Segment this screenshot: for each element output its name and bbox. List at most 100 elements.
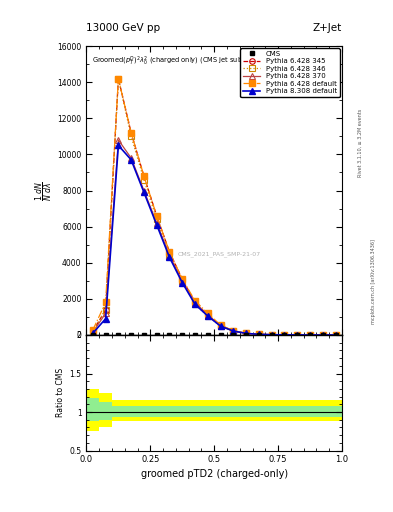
- Pythia 6.428 346: [206, 313, 210, 319]
- CMS: [320, 332, 325, 338]
- Pythia 8.308 default: [295, 332, 299, 338]
- Pythia 6.428 346: [295, 332, 299, 338]
- Pythia 6.428 345: [129, 130, 134, 136]
- CMS: [218, 332, 223, 338]
- Pythia 6.428 default: [231, 328, 236, 334]
- CMS: [180, 332, 185, 338]
- Pythia 6.428 346: [129, 133, 134, 139]
- Pythia 6.428 370: [141, 187, 146, 194]
- Pythia 6.428 346: [167, 252, 172, 259]
- Pythia 6.428 default: [269, 332, 274, 338]
- Pythia 8.308 default: [333, 332, 338, 338]
- Pythia 6.428 default: [90, 327, 95, 333]
- Pythia 8.308 default: [116, 142, 121, 148]
- Pythia 8.308 default: [269, 332, 274, 338]
- Pythia 6.428 370: [206, 312, 210, 318]
- Pythia 6.428 370: [295, 332, 299, 338]
- Pythia 6.428 370: [244, 330, 248, 336]
- Pythia 6.428 370: [180, 278, 185, 284]
- Pythia 6.428 346: [282, 332, 287, 338]
- Pythia 8.308 default: [167, 254, 172, 261]
- Pythia 6.428 default: [218, 322, 223, 328]
- Pythia 6.428 346: [257, 331, 261, 337]
- Pythia 6.428 346: [154, 217, 159, 223]
- Y-axis label: Ratio to CMS: Ratio to CMS: [56, 368, 65, 417]
- Pythia 8.308 default: [282, 332, 287, 338]
- Pythia 6.428 346: [193, 301, 197, 307]
- Pythia 8.308 default: [193, 301, 197, 307]
- Pythia 6.428 370: [320, 332, 325, 338]
- Pythia 6.428 default: [180, 276, 185, 282]
- CMS: [257, 332, 261, 338]
- Pythia 6.428 default: [167, 249, 172, 255]
- X-axis label: groomed pTD2 (charged-only): groomed pTD2 (charged-only): [141, 468, 288, 479]
- Text: Groomed$(p_T^D)^2\lambda_0^2$ (charged only) (CMS jet substructure): Groomed$(p_T^D)^2\lambda_0^2$ (charged o…: [92, 55, 275, 68]
- Pythia 6.428 345: [103, 307, 108, 313]
- Pythia 6.428 370: [90, 329, 95, 335]
- CMS: [103, 332, 108, 338]
- Pythia 6.428 345: [193, 300, 197, 306]
- Text: mcplots.cern.ch [arXiv:1306.3436]: mcplots.cern.ch [arXiv:1306.3436]: [371, 239, 376, 324]
- Pythia 6.428 default: [295, 332, 299, 338]
- Line: Pythia 6.428 345: Pythia 6.428 345: [90, 76, 338, 338]
- Pythia 6.428 346: [231, 328, 236, 334]
- Pythia 8.308 default: [90, 330, 95, 336]
- Pythia 6.428 345: [206, 312, 210, 318]
- Legend: CMS, Pythia 6.428 345, Pythia 6.428 346, Pythia 6.428 370, Pythia 6.428 default,: CMS, Pythia 6.428 345, Pythia 6.428 346,…: [240, 48, 340, 97]
- Pythia 6.428 370: [218, 323, 223, 329]
- CMS: [295, 332, 299, 338]
- Text: Rivet 3.1.10, ≥ 3.2M events: Rivet 3.1.10, ≥ 3.2M events: [358, 109, 363, 178]
- Pythia 6.428 default: [308, 332, 312, 338]
- Pythia 8.308 default: [180, 280, 185, 286]
- Pythia 6.428 370: [193, 300, 197, 306]
- Pythia 6.428 346: [244, 330, 248, 336]
- Pythia 6.428 default: [154, 213, 159, 219]
- Pythia 8.308 default: [218, 323, 223, 329]
- Pythia 6.428 default: [103, 300, 108, 306]
- Pythia 6.428 370: [103, 310, 108, 316]
- Pythia 8.308 default: [129, 157, 134, 163]
- CMS: [244, 332, 248, 338]
- Pythia 6.428 345: [282, 332, 287, 338]
- Line: Pythia 6.428 default: Pythia 6.428 default: [90, 76, 338, 338]
- Pythia 6.428 345: [244, 330, 248, 336]
- CMS: [269, 332, 274, 338]
- Pythia 6.428 default: [320, 332, 325, 338]
- Pythia 6.428 345: [269, 332, 274, 338]
- Pythia 8.308 default: [244, 330, 248, 336]
- Pythia 6.428 345: [320, 332, 325, 338]
- Pythia 6.428 346: [333, 332, 338, 338]
- Pythia 6.428 346: [308, 332, 312, 338]
- CMS: [90, 332, 95, 338]
- Y-axis label: $\frac{1}{N}\frac{dN}{d\lambda}$: $\frac{1}{N}\frac{dN}{d\lambda}$: [33, 181, 55, 201]
- Text: Z+Jet: Z+Jet: [313, 23, 342, 33]
- Pythia 6.428 345: [231, 328, 236, 334]
- Line: Pythia 6.428 370: Pythia 6.428 370: [90, 137, 338, 338]
- CMS: [167, 332, 172, 338]
- Pythia 6.428 default: [193, 297, 197, 304]
- CMS: [206, 332, 210, 338]
- Pythia 6.428 345: [90, 328, 95, 334]
- Pythia 6.428 346: [218, 323, 223, 329]
- Pythia 8.308 default: [308, 332, 312, 338]
- CMS: [231, 332, 236, 338]
- Pythia 8.308 default: [141, 189, 146, 196]
- Pythia 6.428 345: [308, 332, 312, 338]
- Pythia 6.428 default: [257, 331, 261, 337]
- Pythia 6.428 346: [180, 278, 185, 284]
- Pythia 6.428 346: [116, 75, 121, 81]
- Pythia 6.428 346: [269, 332, 274, 338]
- CMS: [193, 332, 197, 338]
- Pythia 6.428 default: [116, 75, 121, 81]
- Line: CMS: CMS: [91, 333, 338, 337]
- Pythia 6.428 345: [257, 331, 261, 337]
- Pythia 6.428 default: [282, 332, 287, 338]
- Pythia 6.428 370: [308, 332, 312, 338]
- Pythia 6.428 370: [231, 328, 236, 334]
- Pythia 6.428 345: [116, 75, 121, 81]
- Pythia 6.428 370: [269, 332, 274, 338]
- Pythia 6.428 346: [103, 307, 108, 313]
- Pythia 6.428 345: [154, 213, 159, 219]
- Pythia 6.428 default: [129, 130, 134, 136]
- CMS: [154, 332, 159, 338]
